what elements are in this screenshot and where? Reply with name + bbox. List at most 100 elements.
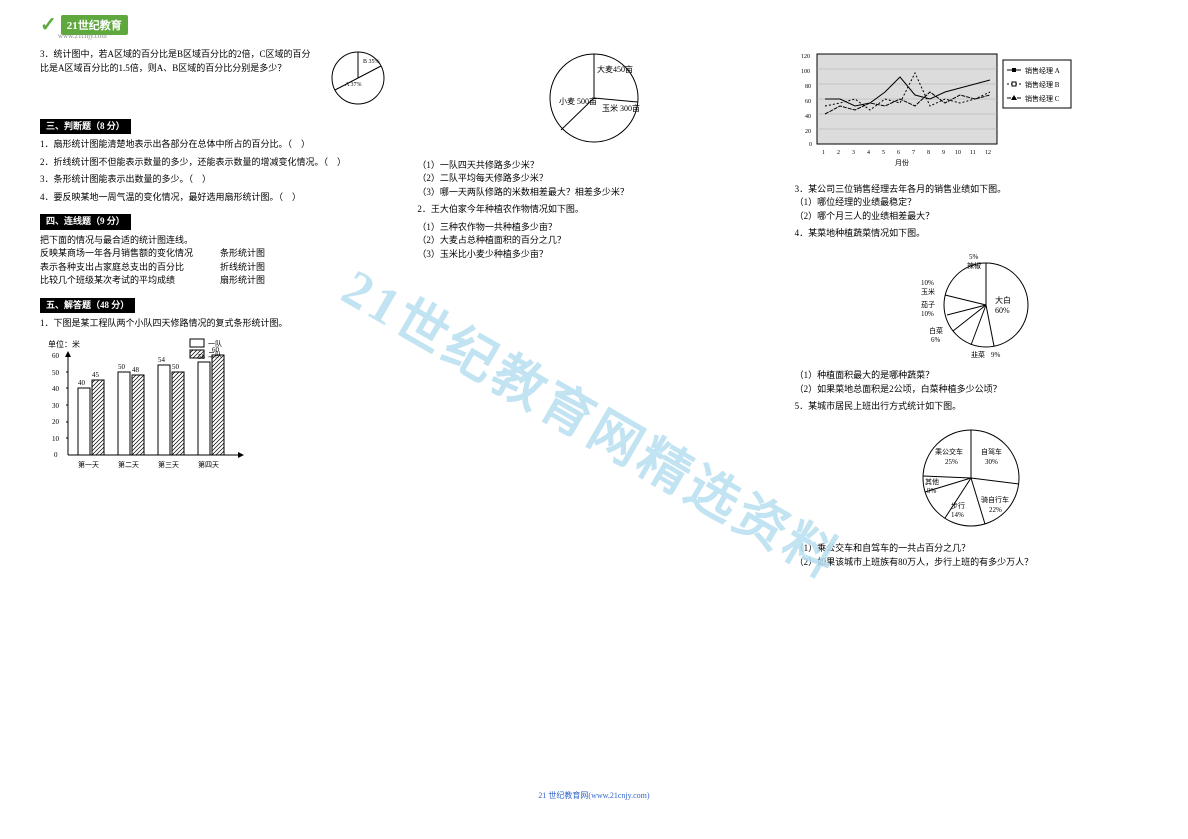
q5-2-subq: （1）三种农作物一共种植多少亩？ （2）大麦占总种植面积的百分之几？ （3）玉米… [417,221,770,262]
q5-5-subq: （1）乘公交车和自驾车的一共占百分之几？ （2）如果该城市上班族有80万人，步行… [795,542,1148,569]
judge-2: 2．折线统计图不但能表示数量的多少，还能表示数量的增减变化情况。（ ） [40,156,393,170]
svg-text:2: 2 [837,150,840,156]
svg-text:9%: 9% [991,351,1001,359]
svg-text:60: 60 [52,352,60,360]
pie-small-svg: B 35% A 37% [323,48,393,108]
svg-text:80: 80 [805,84,811,90]
q5-5-text: 5．某城市居民上班出行方式统计如下图。 [795,400,1148,414]
pie-crop-l0: 大麦450亩 [597,64,633,74]
judge-3: 3．条形统计图能表示出数量的多少。（ ） [40,173,393,187]
q5-1-text: 1．下图是某工程队两个小队四天修路情况的复式条形统计图。 [40,317,393,331]
pie-veg-svg: 大白 60% 5% 辣椒 10% 玉米 茄子 10% 白菜 6% 韭菜 9% [891,245,1051,365]
connect-text: 把下面的情况与最合适的统计图连线。 反映某商场一年各月销售额的变化情况 条形统计… [40,234,393,288]
svg-text:10%: 10% [921,310,934,318]
svg-text:9%: 9% [927,487,937,495]
pie-small: B 35% A 37% [323,48,393,113]
svg-text:40: 40 [805,114,811,120]
svg-text:22%: 22% [989,506,1002,514]
pie-transport-svg: 乘公交车 25% 自驾车 30% 骑自行车 22% 步行 14% 其他 9% [901,418,1041,538]
svg-text:10%: 10% [921,279,934,287]
svg-text:自驾车: 自驾车 [981,447,1002,456]
judge-1: 1．扇形统计图能清楚地表示出各部分在总体中所占的百分比。（ ） [40,138,393,152]
pie-transport-wrap: 乘公交车 25% 自驾车 30% 骑自行车 22% 步行 14% 其他 9% [795,418,1148,543]
svg-text:5%: 5% [969,253,979,261]
q5-1-subq: （1）一队四天共修路多少米？ （2）二队平均每天修路多少米？ （3）哪一天两队修… [417,159,770,200]
line-leg-a: 销售经理 A [1025,66,1060,75]
section-3-title: 三、判断题（8 分） [40,119,131,135]
svg-text:11: 11 [970,150,976,156]
bar-x-2: 第三天 [158,460,179,469]
line-chart-svg: 120 100 80 60 40 20 0 123 456 789 101112 [795,48,1075,168]
svg-text:6: 6 [897,150,900,156]
bar-x-0: 第一天 [78,460,99,469]
svg-text:12: 12 [985,150,991,156]
svg-text:25%: 25% [945,458,958,466]
svg-text:54: 54 [158,356,166,364]
column-2: 大麦450亩 玉米 300亩 小麦 500亩 （1）一队四天共修路多少米？ （2… [417,48,770,573]
svg-text:100: 100 [801,69,810,75]
svg-text:20: 20 [52,418,60,426]
bar-chart-svg: 单位：米 一队 二队 0 10 [40,335,250,475]
pie-crop-svg: 大麦450亩 玉米 300亩 小麦 500亩 [539,48,649,148]
page-footer: 21 世纪教育网(www.21cnjy.com) [0,790,1188,801]
section-4-title: 四、连线题（9 分） [40,214,131,230]
bar-chart: 单位：米 一队 二队 0 10 [40,335,250,480]
svg-text:骑自行车: 骑自行车 [981,495,1009,504]
svg-text:30%: 30% [985,458,998,466]
svg-text:3: 3 [852,150,855,156]
svg-text:大白: 大白 [995,295,1011,305]
svg-text:20: 20 [805,129,811,135]
pie-crop-l2: 玉米 300亩 [602,103,640,113]
pie-small-label-a: A 37% [345,82,362,88]
bar-unit-label: 单位：米 [48,339,80,349]
svg-text:60: 60 [212,346,220,354]
svg-text:玉米: 玉米 [921,287,935,296]
svg-text:10: 10 [955,150,961,156]
svg-text:8: 8 [927,150,930,156]
pie-crop-wrap: 大麦450亩 玉米 300亩 小麦 500亩 [417,48,770,153]
logo-url: www.21cnjy.com [58,32,107,40]
q5-4-subq: （1）种植面积最大的是哪种蔬菜？ （2）如果菜地总面积是2公顷，白菜种植多少公顷… [795,369,1148,396]
column-3: 120 100 80 60 40 20 0 123 456 789 101112 [795,48,1148,573]
svg-text:6%: 6% [931,336,941,344]
svg-text:48: 48 [132,366,140,374]
line-xlabel: 月份 [895,158,909,167]
svg-text:茄子: 茄子 [921,300,935,309]
svg-text:4: 4 [867,150,870,156]
column-1: 3．统计图中，若A区域的百分比是B区域百分比的2倍，C区域的百分比是A区域百分比… [40,48,393,573]
svg-text:其他: 其他 [925,477,939,486]
line-chart: 120 100 80 60 40 20 0 123 456 789 101112 [795,48,1075,173]
pie-veg-wrap: 大白 60% 5% 辣椒 10% 玉米 茄子 10% 白菜 6% 韭菜 9% [795,245,1148,370]
svg-text:9: 9 [942,150,945,156]
svg-text:1: 1 [822,150,825,156]
svg-text:40: 40 [52,385,60,393]
line-leg-b: 销售经理 B [1025,80,1060,89]
svg-text:45: 45 [92,371,100,379]
q5-4-text: 4．某菜地种植蔬菜情况如下图。 [795,227,1148,241]
svg-text:14%: 14% [951,511,964,519]
q5-2-text: 2．王大伯家今年种植农作物情况如下图。 [417,203,770,217]
svg-text:50: 50 [118,363,126,371]
judge-4: 4．要反映某地一周气温的变化情况，最好选用扇形统计图。（ ） [40,191,393,205]
svg-text:60%: 60% [995,306,1010,315]
section-5-title: 五、解答题（48 分） [40,298,135,314]
svg-text:120: 120 [801,54,810,60]
line-leg-c: 销售经理 C [1025,94,1060,103]
svg-text:50: 50 [172,363,180,371]
svg-text:5: 5 [882,150,885,156]
logo-runner-icon: ✓ [40,12,57,37]
q3-text: 3．统计图中，若A区域的百分比是B区域百分比的2倍，C区域的百分比是A区域百分比… [40,48,315,75]
svg-text:0: 0 [809,142,812,148]
page-content: 3．统计图中，若A区域的百分比是B区域百分比的2倍，C区域的百分比是A区域百分比… [40,48,1148,573]
pie-crop-l1: 小麦 500亩 [559,96,597,106]
svg-text:30: 30 [52,402,60,410]
svg-text:0: 0 [54,451,58,459]
svg-text:10: 10 [52,435,60,443]
svg-text:56: 56 [198,353,206,361]
svg-text:7: 7 [912,150,915,156]
svg-text:60: 60 [805,99,811,105]
svg-text:白菜: 白菜 [929,326,943,335]
svg-text:50: 50 [52,369,60,377]
svg-text:辣椒: 辣椒 [967,261,981,270]
svg-text:步行: 步行 [951,501,965,510]
